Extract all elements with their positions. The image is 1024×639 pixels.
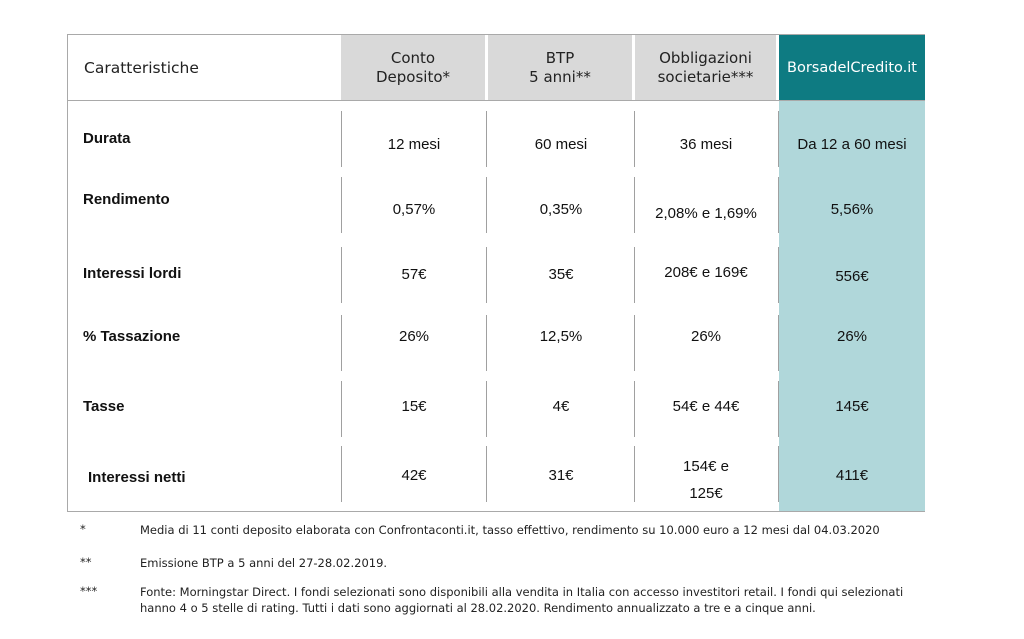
column-separator bbox=[634, 315, 635, 371]
cell-value: 411€ bbox=[835, 467, 869, 484]
column-separator bbox=[486, 381, 487, 437]
header-obbligazioni: Obbligazioni societarie*** bbox=[635, 35, 776, 100]
footnote-mark: ** bbox=[80, 555, 92, 569]
footnote-text: Emissione BTP a 5 anni del 27-28.02.2019… bbox=[140, 556, 388, 570]
cell-value: 12,5% bbox=[539, 328, 583, 345]
row-label-tassazione: % Tassazione bbox=[83, 328, 181, 345]
cell-value: 26% bbox=[690, 328, 722, 345]
cell-value: 4€ bbox=[552, 398, 570, 415]
cell-value: 0,35% bbox=[539, 201, 583, 218]
column-separator bbox=[634, 111, 635, 167]
footnote-mark: *** bbox=[80, 584, 98, 598]
row-label-interessi-netti: Interessi netti bbox=[88, 469, 186, 486]
column-separator bbox=[486, 111, 487, 167]
column-separator bbox=[634, 247, 635, 303]
cell-value: 26% bbox=[836, 328, 868, 345]
column-separator bbox=[341, 247, 342, 303]
row-label-interessi-lordi: Interessi lordi bbox=[83, 265, 182, 282]
header-conto-deposito: Conto Deposito* bbox=[341, 35, 485, 100]
column-separator bbox=[341, 111, 342, 167]
header-label: Caratteristiche bbox=[84, 59, 199, 77]
column-separator bbox=[778, 315, 779, 371]
cell-value: 208€ e 169€ bbox=[664, 264, 748, 281]
header-line: Conto bbox=[390, 48, 436, 67]
footnote-text: Media di 11 conti deposito elaborata con… bbox=[140, 523, 880, 537]
header-line: 5 anni** bbox=[529, 67, 591, 86]
footnote-mark: * bbox=[80, 522, 86, 536]
column-separator bbox=[634, 381, 635, 437]
header-line: BTP bbox=[545, 48, 575, 67]
cell-value: 154€ e bbox=[683, 458, 729, 475]
header-brand: BorsadelCredito.it bbox=[779, 35, 925, 100]
cell-value: 12 mesi bbox=[387, 136, 441, 153]
header-line: Deposito* bbox=[375, 67, 451, 86]
header-line: Obbligazioni bbox=[659, 48, 752, 67]
column-separator bbox=[341, 315, 342, 371]
column-separator bbox=[778, 177, 779, 233]
column-separator bbox=[486, 247, 487, 303]
header-divider bbox=[67, 100, 925, 101]
header-btp: BTP 5 anni** bbox=[488, 35, 632, 100]
cell-value: 26% bbox=[398, 328, 430, 345]
column-separator bbox=[778, 446, 779, 502]
cell-value: 31€ bbox=[548, 467, 574, 484]
row-label-rendimento: Rendimento bbox=[83, 191, 170, 208]
cell-value: 54€ e 44€ bbox=[672, 398, 740, 415]
cell-value: 556€ bbox=[835, 268, 869, 285]
cell-value: 35€ bbox=[548, 266, 574, 283]
column-separator bbox=[341, 177, 342, 233]
footnote-text: Fonte: Morningstar Direct. I fondi selez… bbox=[140, 585, 904, 615]
cell-value: 57€ bbox=[401, 266, 427, 283]
column-separator bbox=[341, 446, 342, 502]
cell-value: 0,57% bbox=[392, 201, 436, 218]
column-separator bbox=[486, 446, 487, 502]
column-separator bbox=[486, 177, 487, 233]
brand-column bbox=[779, 101, 925, 511]
cell-value: 5,56% bbox=[830, 201, 874, 218]
column-separator bbox=[778, 111, 779, 167]
cell-value: 2,08% e 1,69% bbox=[655, 205, 757, 222]
row-label-tasse: Tasse bbox=[83, 398, 125, 415]
column-separator bbox=[486, 315, 487, 371]
column-separator bbox=[634, 446, 635, 502]
cell-value: 36 mesi bbox=[679, 136, 733, 153]
cell-value: 145€ bbox=[835, 398, 869, 415]
cell-value: Da 12 a 60 mesi bbox=[797, 136, 907, 153]
cell-value: 60 mesi bbox=[534, 136, 588, 153]
column-separator bbox=[778, 247, 779, 303]
column-separator bbox=[634, 177, 635, 233]
cell-value: 42€ bbox=[401, 467, 427, 484]
column-separator bbox=[341, 381, 342, 437]
cell-value: 15€ bbox=[401, 398, 427, 415]
cell-value: 125€ bbox=[689, 485, 723, 502]
row-label-durata: Durata bbox=[83, 130, 131, 147]
column-separator bbox=[778, 381, 779, 437]
header-line: societarie*** bbox=[657, 67, 754, 86]
